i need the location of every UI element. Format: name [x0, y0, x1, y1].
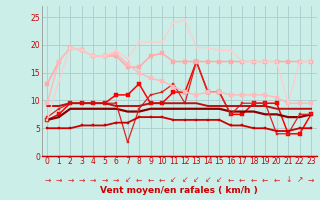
Text: ←: ← — [228, 176, 234, 184]
Text: ↙: ↙ — [205, 176, 211, 184]
X-axis label: Vent moyen/en rafales ( km/h ): Vent moyen/en rafales ( km/h ) — [100, 186, 258, 195]
Text: ↙: ↙ — [182, 176, 188, 184]
Text: →: → — [67, 176, 74, 184]
Text: →: → — [90, 176, 96, 184]
Text: ←: ← — [147, 176, 154, 184]
Text: ↙: ↙ — [216, 176, 222, 184]
Text: →: → — [56, 176, 62, 184]
Text: ↓: ↓ — [285, 176, 291, 184]
Text: ↙: ↙ — [193, 176, 200, 184]
Text: →: → — [101, 176, 108, 184]
Text: →: → — [308, 176, 314, 184]
Text: →: → — [78, 176, 85, 184]
Text: ←: ← — [136, 176, 142, 184]
Text: ↗: ↗ — [296, 176, 303, 184]
Text: ↙: ↙ — [170, 176, 177, 184]
Text: ←: ← — [274, 176, 280, 184]
Text: ←: ← — [239, 176, 245, 184]
Text: ←: ← — [251, 176, 257, 184]
Text: ↙: ↙ — [124, 176, 131, 184]
Text: ←: ← — [159, 176, 165, 184]
Text: →: → — [44, 176, 51, 184]
Text: →: → — [113, 176, 119, 184]
Text: ←: ← — [262, 176, 268, 184]
